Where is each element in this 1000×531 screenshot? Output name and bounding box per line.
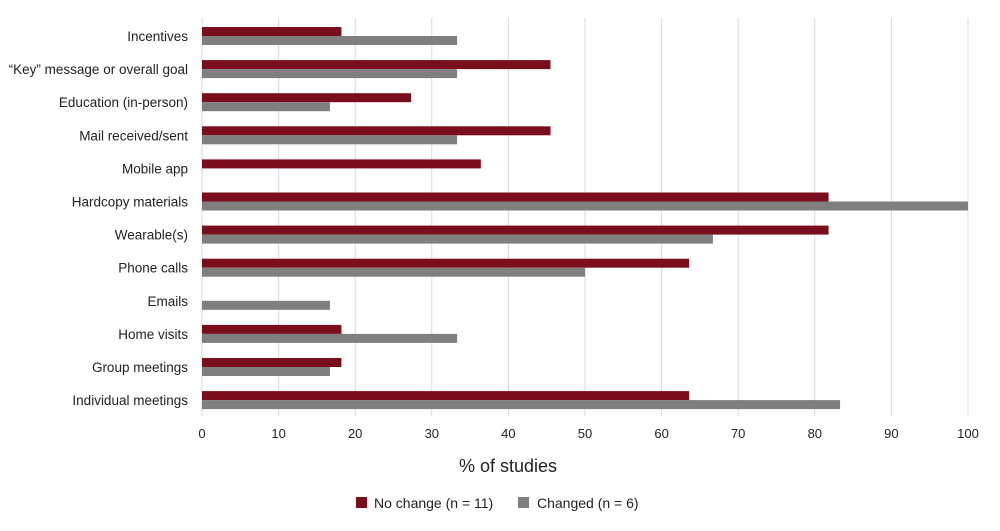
bar-no-change [202, 258, 690, 268]
category-label: Mail received/sent [79, 128, 188, 143]
x-tick-label: 70 [731, 426, 745, 441]
category-label: Group meetings [92, 360, 188, 375]
bar-no-change [202, 159, 481, 169]
bar-no-change [202, 225, 829, 235]
legend-label-no-change: No change (n = 11) [374, 495, 493, 511]
x-tick-label: 50 [578, 426, 592, 441]
bar-no-change [202, 27, 342, 36]
category-label: Emails [147, 294, 188, 309]
category-label: Incentives [127, 29, 188, 44]
category-label: Wearable(s) [115, 228, 188, 243]
bar-changed [202, 400, 841, 410]
x-tick-labels: 0 10 20 30 40 50 60 70 80 90 100 [198, 426, 978, 441]
bar-changed [202, 69, 458, 79]
bar-changed [202, 36, 458, 45]
x-axis-title: % of studies [459, 456, 557, 476]
x-tick-label: 80 [808, 426, 822, 441]
x-tick-label: 20 [348, 426, 362, 441]
bar-changed [202, 201, 968, 211]
x-tick-label: 60 [654, 426, 668, 441]
bar-changed [202, 135, 458, 145]
category-labels: Incentives “Key” message or overall goal E… [9, 29, 189, 408]
bar-no-change [202, 391, 690, 401]
x-tick-label: 40 [501, 426, 515, 441]
legend-swatch-changed [518, 497, 529, 508]
bar-no-change [202, 93, 412, 103]
bar-no-change [202, 192, 829, 202]
category-label: Home visits [118, 327, 188, 342]
category-label: Phone calls [118, 261, 188, 276]
category-label: Education (in-person) [59, 95, 188, 110]
x-tick-label: 30 [425, 426, 439, 441]
bar-no-change [202, 358, 342, 367]
legend-swatch-no-change [356, 497, 367, 508]
category-label: “Key” message or overall goal [9, 62, 188, 77]
legend: No change (n = 11) Changed (n = 6) [356, 495, 639, 511]
bar-no-change [202, 60, 551, 70]
x-tick-label: 90 [884, 426, 898, 441]
category-label: Mobile app [122, 161, 188, 176]
bar-changed [202, 234, 713, 244]
bar-no-change [202, 126, 551, 136]
category-label: Individual meetings [72, 393, 188, 408]
legend-label-changed: Changed (n = 6) [537, 495, 639, 511]
gridlines [201, 18, 969, 416]
bar-changed [202, 102, 330, 112]
category-label: Hardcopy materials [72, 195, 189, 210]
bar-changed [202, 333, 458, 343]
bars [202, 27, 968, 410]
x-tick-label: 0 [198, 426, 205, 441]
bar-no-change [202, 324, 342, 334]
x-tick-label: 100 [957, 426, 979, 441]
bar-changed [202, 300, 330, 310]
x-tick-label: 10 [271, 426, 285, 441]
bar-changed [202, 367, 330, 376]
bar-changed [202, 267, 585, 277]
